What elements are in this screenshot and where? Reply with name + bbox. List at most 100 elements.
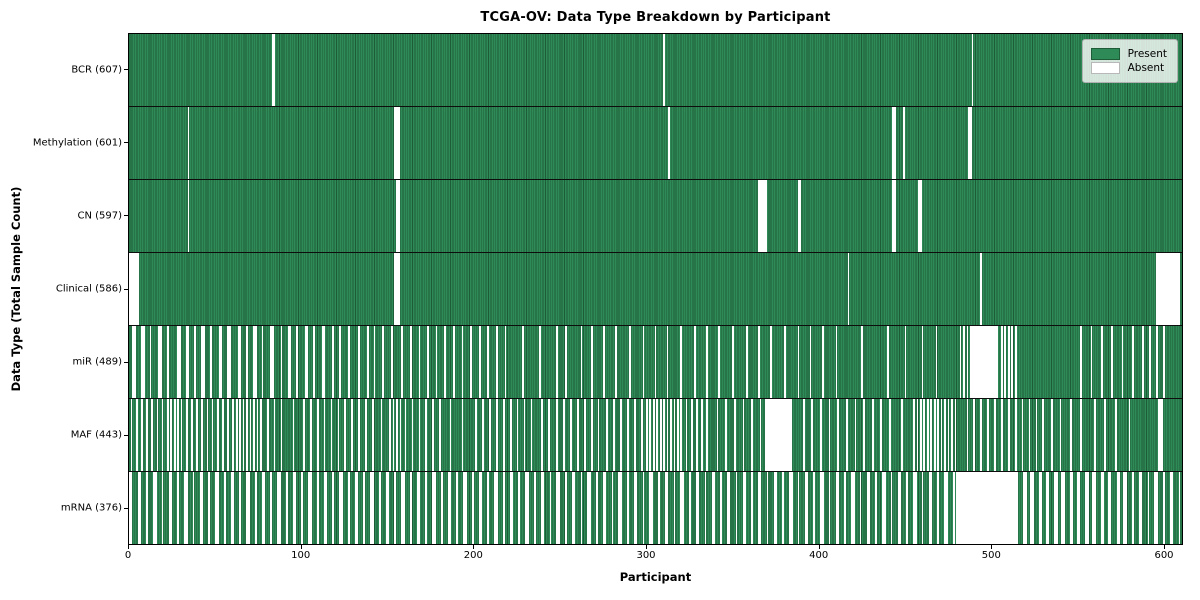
absent-stripe [633, 472, 638, 544]
absent-stripe [797, 180, 802, 252]
absent-stripe [773, 472, 777, 544]
absent-stripe [980, 253, 983, 325]
absent-stripe [1163, 326, 1165, 398]
absent-stripe [354, 472, 359, 544]
absent-stripe [256, 399, 259, 471]
absent-stripe [237, 326, 241, 398]
absent-stripe [351, 399, 354, 471]
absent-stripe [201, 399, 204, 471]
absent-stripe [956, 472, 1019, 544]
absent-stripe [1069, 472, 1074, 544]
absent-stripe [854, 399, 857, 471]
absent-stripe [570, 399, 572, 471]
absent-stripe [797, 472, 800, 544]
absent-stripe [156, 399, 159, 471]
absent-stripe [496, 399, 498, 471]
ytick-mark [124, 361, 128, 363]
absent-stripe [813, 472, 815, 544]
absent-stripe [844, 472, 846, 544]
absent-stripe [208, 472, 210, 544]
absent-stripe [232, 399, 235, 471]
absent-stripe [1028, 399, 1031, 471]
absent-stripe [940, 399, 943, 471]
absent-stripe [711, 472, 715, 544]
xtick-label-100: 100 [291, 550, 311, 561]
absent-stripe [694, 326, 696, 398]
absent-stripe [153, 472, 157, 544]
absent-stripe [1123, 472, 1127, 544]
absent-stripe [363, 472, 366, 544]
absent-stripe [1038, 472, 1043, 544]
absent-stripe [1042, 399, 1045, 471]
absent-stripe [416, 472, 421, 544]
ytick-mark [124, 288, 128, 290]
absent-stripe [892, 107, 896, 179]
absent-stripe [1101, 326, 1103, 398]
absent-stripe [494, 472, 498, 544]
absent-stripe [539, 326, 541, 398]
absent-stripe [401, 472, 405, 544]
absent-stripe [394, 253, 400, 325]
absent-stripe [239, 472, 242, 544]
absent-stripe [649, 472, 653, 544]
absent-stripe [449, 399, 452, 471]
absent-stripe [461, 326, 464, 398]
absent-stripe [161, 399, 164, 471]
absent-stripe [1061, 472, 1065, 544]
absent-stripe [1011, 326, 1014, 398]
absent-stripe [323, 472, 328, 544]
absent-stripe [227, 399, 229, 471]
absent-stripe [764, 399, 793, 471]
absent-stripe [640, 399, 643, 471]
absent-stripe [565, 326, 567, 398]
absent-stripe [804, 472, 808, 544]
heatmap-row-methylation [129, 106, 1182, 179]
absent-stripe [525, 472, 529, 544]
heatmap-row-cn [129, 179, 1182, 252]
absent-stripe [222, 399, 224, 471]
absent-stripe [396, 399, 398, 471]
absent-stripe [733, 399, 736, 471]
absent-stripe [1121, 326, 1124, 398]
absent-stripe [627, 472, 629, 544]
ytick-label-methylation: Methylation (601) [32, 137, 122, 149]
absent-stripe [463, 472, 467, 544]
absent-stripe [427, 326, 429, 398]
absent-stripe [882, 472, 886, 544]
absent-stripe [261, 472, 266, 544]
absent-stripe [677, 399, 679, 471]
absent-stripe [471, 472, 474, 544]
absent-stripe [365, 399, 367, 471]
absent-stripe [866, 472, 871, 544]
absent-stripe [809, 326, 812, 398]
absent-stripe [1001, 326, 1003, 398]
absent-stripe [1094, 399, 1096, 471]
absent-stripe [1147, 472, 1150, 544]
absent-stripe [425, 472, 428, 544]
absent-stripe [659, 399, 662, 471]
absent-stripe [673, 399, 676, 471]
xtick-mark [1164, 545, 1165, 549]
absent-stripe [821, 326, 824, 398]
absent-stripe [292, 472, 297, 544]
ytick-mark [124, 434, 128, 436]
absent-stripe [184, 472, 188, 544]
absent-stripe [516, 399, 519, 471]
absent-stripe [666, 326, 669, 398]
absent-stripe [1128, 399, 1131, 471]
absent-stripe [606, 399, 609, 471]
absent-stripe [316, 399, 319, 471]
absent-stripe [944, 472, 948, 544]
absent-swatch-icon [1090, 62, 1120, 74]
xtick-mark [128, 545, 129, 549]
absent-stripe [620, 399, 622, 471]
absent-stripe [696, 472, 700, 544]
absent-stripe [580, 326, 583, 398]
absent-stripe [1045, 472, 1050, 544]
absent-stripe [690, 399, 693, 471]
absent-stripe [187, 180, 190, 252]
absent-stripe [935, 326, 938, 398]
absent-stripe [253, 326, 257, 398]
absent-stripe [1156, 326, 1158, 398]
absent-stripe [399, 399, 402, 471]
